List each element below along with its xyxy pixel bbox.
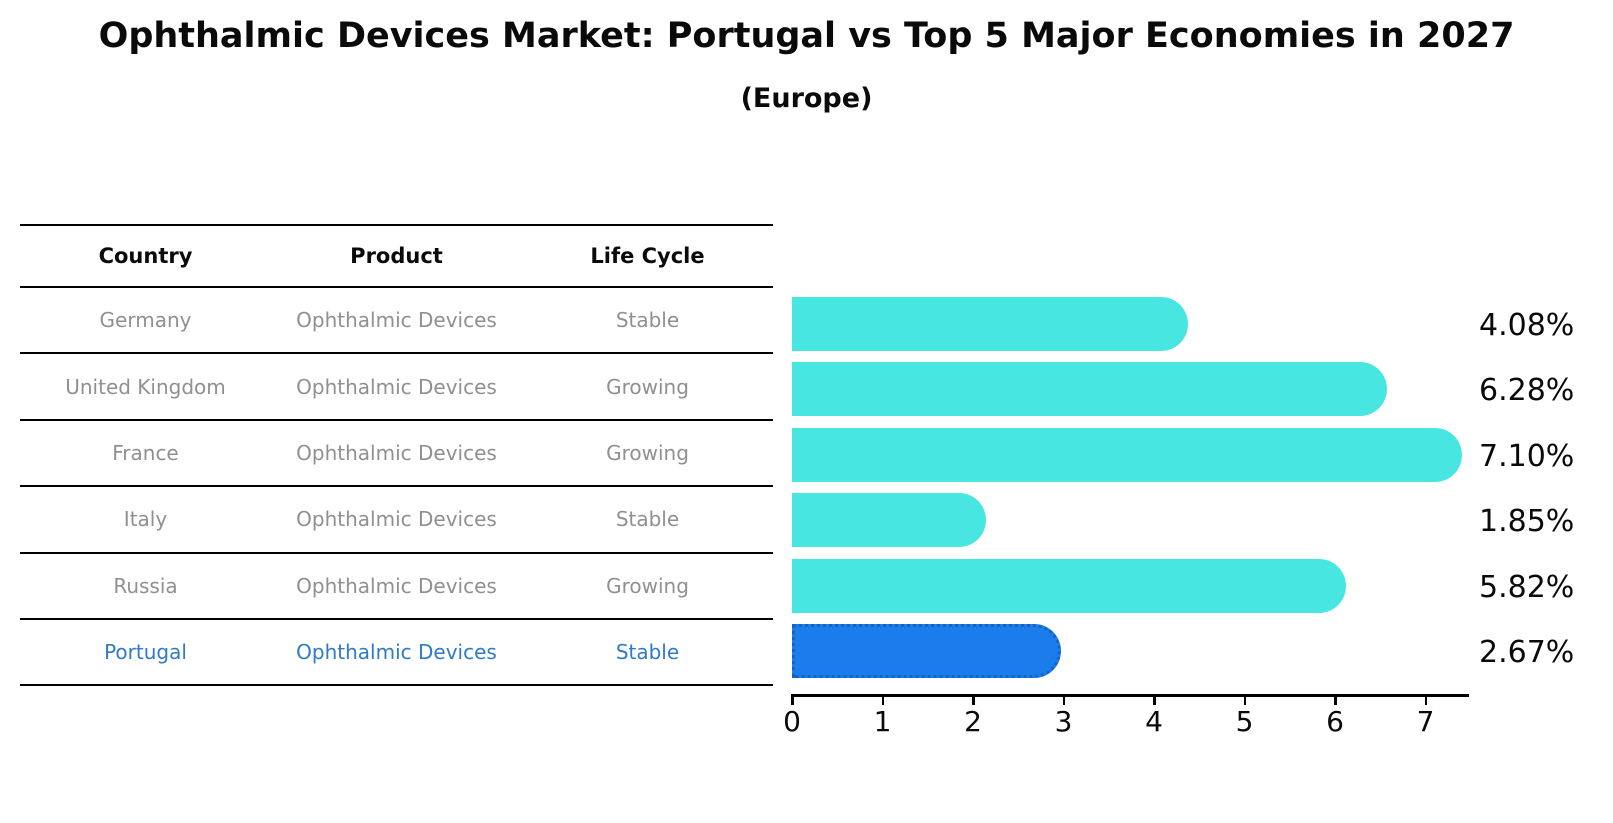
column-header-life-cycle: Life Cycle: [590, 244, 705, 268]
bar-italy: [792, 493, 987, 548]
bar-germany: [792, 297, 1189, 351]
cell-life-cycle: Growing: [606, 374, 689, 399]
column-header-country: Country: [98, 244, 193, 268]
country-table: Country Product Life Cycle Germany Ophtha…: [20, 224, 773, 687]
cell-country: United Kingdom: [65, 374, 226, 399]
value-label-portugal: 2.67%: [1479, 635, 1575, 670]
value-label-russia: 5.82%: [1479, 569, 1575, 605]
cell-life-cycle: Stable: [615, 640, 680, 665]
cell-life-cycle: Stable: [615, 308, 680, 333]
cell-product: Ophthalmic Devices: [296, 640, 497, 665]
cell-life-cycle: Growing: [606, 573, 689, 598]
x-tick-label-0: 0: [783, 705, 801, 738]
x-tick-label-7: 7: [1416, 705, 1435, 738]
table-row-portugal: Portugal Ophthalmic Devices Stable: [20, 620, 773, 687]
cell-life-cycle: Growing: [606, 440, 689, 465]
value-label-italy: 1.85%: [1479, 504, 1575, 540]
cell-product: Ophthalmic Devices: [296, 374, 497, 399]
table-body: Germany Ophthalmic Devices Stable United Ki…: [20, 288, 773, 687]
x-tick-0: [791, 694, 794, 705]
x-tick-label-2: 2: [964, 705, 982, 738]
column-header-product: Product: [350, 244, 443, 268]
cell-country: Italy: [123, 507, 168, 532]
table-header-row: Country Product Life Cycle: [20, 226, 773, 288]
x-tick-3: [1062, 694, 1065, 705]
chart-subtitle: (Europe): [740, 83, 873, 114]
x-tick-6: [1334, 694, 1337, 705]
bar-united-kingdom: [792, 362, 1388, 417]
table-row-germany: Germany Ophthalmic Devices Stable: [20, 288, 773, 355]
x-tick-4: [1153, 694, 1156, 705]
x-tick-label-5: 5: [1235, 705, 1254, 738]
x-tick-label-4: 4: [1145, 705, 1163, 738]
bar-russia: [792, 558, 1346, 613]
bar-portugal: [792, 624, 1061, 678]
bar-france: [792, 427, 1462, 482]
cell-country: Russia: [113, 573, 178, 598]
value-label-united-kingdom: 6.28%: [1479, 373, 1575, 409]
cell-country: Portugal: [104, 640, 187, 665]
table-row-united-kingdom: United Kingdom Ophthalmic Devices Growing: [20, 354, 773, 421]
value-label-germany: 4.08%: [1479, 308, 1575, 343]
x-tick-2: [972, 694, 975, 705]
x-tick-label-3: 3: [1054, 705, 1073, 738]
x-tick-5: [1243, 694, 1246, 705]
x-tick-label-1: 1: [873, 705, 892, 738]
cell-country: France: [112, 440, 179, 465]
cell-life-cycle: Stable: [615, 507, 680, 532]
cell-country: Germany: [99, 308, 192, 333]
x-axis-line: [792, 694, 1469, 697]
cell-product: Ophthalmic Devices: [296, 573, 497, 598]
table-row-russia: Russia Ophthalmic Devices Growing: [20, 554, 773, 620]
x-tick-1: [881, 694, 884, 705]
chart-title: Ophthalmic Devices Market: Portugal vs T…: [98, 16, 1515, 56]
table-row-france: France Ophthalmic Devices Growing: [20, 421, 773, 488]
cell-product: Ophthalmic Devices: [296, 308, 497, 333]
table-row-italy: Italy Ophthalmic Devices Stable: [20, 487, 773, 554]
x-tick-label-6: 6: [1326, 705, 1344, 738]
x-tick-7: [1424, 694, 1427, 705]
cell-product: Ophthalmic Devices: [296, 440, 497, 465]
cell-product: Ophthalmic Devices: [296, 507, 497, 532]
value-label-france: 7.10%: [1479, 438, 1575, 474]
